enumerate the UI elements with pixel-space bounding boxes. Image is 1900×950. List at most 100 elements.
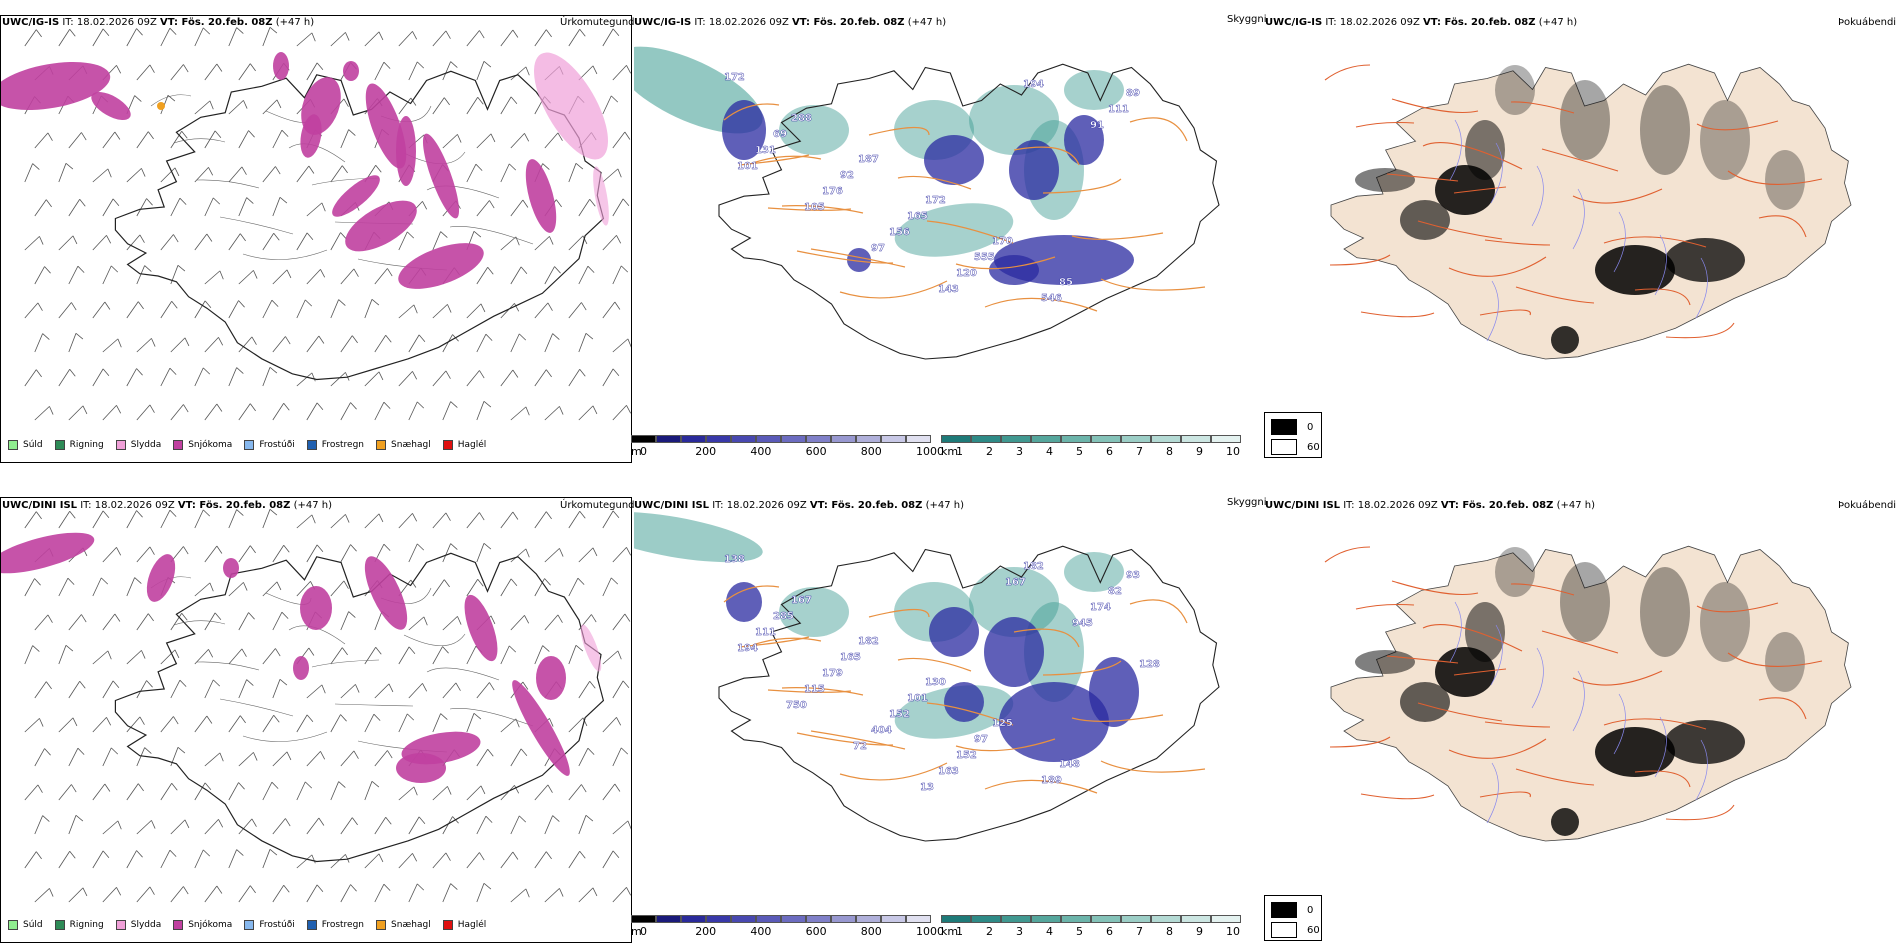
- wind-barb-flag: [626, 405, 631, 414]
- fog-map-top[interactable]: [1265, 30, 1895, 430]
- visibility-title-bottom: UWC/DINI ISL IT: 18.02.2026 09Z VT: Fös.…: [634, 500, 964, 511]
- wind-barb: [102, 338, 119, 353]
- wind-barb-flag: [542, 645, 550, 652]
- wind-barb-flag: [475, 163, 483, 171]
- wind-barb: [544, 888, 560, 903]
- ceiling-labels: 172 288 187 172 170 85 89 69 92 165 555 546 111 131 17…: [724, 72, 1140, 304]
- wind-barb: [330, 165, 343, 183]
- wind-barb-flag: [214, 130, 222, 138]
- river-line: [1572, 670, 1585, 732]
- fog-map-bottom[interactable]: [1265, 512, 1895, 912]
- ceiling-areas: [726, 582, 1139, 762]
- road-line: [1510, 583, 1575, 596]
- wind-barb: [24, 302, 39, 319]
- wind-barb-flag: [279, 197, 288, 204]
- snow-areas: [1, 52, 557, 289]
- wind-barb: [578, 747, 589, 767]
- wind-barb: [136, 546, 151, 563]
- road-line: [1696, 602, 1779, 613]
- fog-legend-value: 60: [1307, 924, 1320, 936]
- wind-barb-flag: [216, 545, 223, 554]
- wind-barb-flag: [385, 816, 392, 825]
- snow-area: [332, 175, 380, 217]
- wind-barb: [442, 682, 457, 699]
- ceiling-value-label: 555: [974, 252, 995, 263]
- visibility-bar-segment: [1061, 435, 1091, 443]
- wind-barb-flag: [318, 335, 325, 344]
- wind-barb-flag: [304, 781, 313, 789]
- wind-barb-flag: [479, 370, 485, 379]
- wind-barb: [136, 613, 149, 631]
- road-line: [1758, 215, 1807, 238]
- wind-barb: [34, 748, 45, 767]
- ceiling-value-label: 189: [1041, 775, 1062, 786]
- wind-barb: [170, 679, 181, 699]
- precip-legend-item: Snæhagl: [376, 440, 431, 450]
- ceiling-bar-tick: 200: [695, 445, 717, 458]
- wind-barb: [500, 851, 514, 869]
- ceiling-value-label: 182: [1023, 561, 1044, 572]
- visibility-bar-tick: 3: [1016, 925, 1023, 938]
- visibility-map-top[interactable]: 172 288 187 172 170 85 89 69 92 165 555 546 111 131 17…: [634, 30, 1264, 430]
- wind-barb: [602, 717, 617, 733]
- wind-barb: [126, 716, 141, 733]
- wind-barb-flag: [183, 886, 189, 895]
- ceiling-area: [944, 682, 984, 722]
- wind-barb: [340, 684, 356, 699]
- wind-barb-flag: [589, 198, 596, 207]
- wind-barb: [262, 27, 271, 47]
- precip-legend-item: Snæhagl: [376, 920, 431, 930]
- legend-label: Snæhagl: [391, 440, 431, 450]
- wind-barb-flag: [343, 98, 349, 107]
- wind-barb: [340, 750, 355, 767]
- wind-barb-flag: [445, 512, 451, 521]
- wind-barb-flag: [246, 679, 254, 686]
- wind-barb-flag: [579, 510, 586, 519]
- river-line: [1490, 142, 1503, 204]
- road-line: [1391, 580, 1479, 595]
- wind-barb-flag: [318, 817, 325, 826]
- ceiling-area: [847, 248, 871, 272]
- wind-barb-flag: [624, 131, 631, 140]
- road-line: [1484, 239, 1551, 246]
- precip-map-bottom[interactable]: [0, 497, 632, 943]
- legend-swatch: [376, 440, 387, 450]
- road-line: [1360, 311, 1435, 318]
- wind-barb-flag: [141, 168, 146, 177]
- wind-barb-flag: [348, 129, 356, 136]
- wind-barb-flag: [547, 784, 553, 793]
- wind-barb: [374, 335, 387, 353]
- wind-barb: [398, 304, 415, 319]
- wind-barb: [102, 747, 112, 767]
- wind-barb: [68, 132, 82, 149]
- wind-barb: [160, 649, 176, 665]
- wind-barb: [340, 611, 350, 631]
- wind-barb: [24, 645, 34, 665]
- wind-barb: [568, 784, 582, 801]
- wind-barb: [578, 815, 587, 835]
- wind-barb: [466, 97, 479, 115]
- wind-barb-flag: [622, 680, 630, 688]
- wind-barb-flag: [65, 645, 74, 652]
- wind-barb-flag: [445, 370, 451, 379]
- visibility-colorbar-top: km 1 2 3 4 5 6 7 8 9 10: [941, 435, 1271, 461]
- precip-map-top[interactable]: [0, 15, 632, 463]
- wind-barb-flag: [236, 849, 244, 856]
- precip-legend-item: Haglél: [442, 920, 486, 930]
- wind-barb-flag: [174, 167, 180, 177]
- visibility-map-bottom[interactable]: 138 167 182 130 125 148 93 285 165 101 97 189 82 111 1…: [634, 512, 1264, 912]
- precip-legend-item: Frostregn: [306, 920, 364, 930]
- wind-barb-flag: [112, 198, 120, 206]
- wind-barb-flag: [39, 718, 44, 727]
- fog-index-area: [1665, 720, 1745, 764]
- wind-barb: [92, 783, 106, 801]
- wind-barb-flag: [549, 718, 554, 727]
- wind-barb-flag: [627, 820, 631, 830]
- wind-barb-flag: [269, 367, 278, 374]
- ceiling-bar-unit: m: [631, 445, 642, 458]
- wind-barb: [228, 166, 243, 183]
- wind-barb: [602, 850, 614, 869]
- visibility-bar-unit: km: [941, 445, 959, 458]
- wind-barb-flag: [612, 510, 620, 518]
- road-line: [1665, 322, 1735, 339]
